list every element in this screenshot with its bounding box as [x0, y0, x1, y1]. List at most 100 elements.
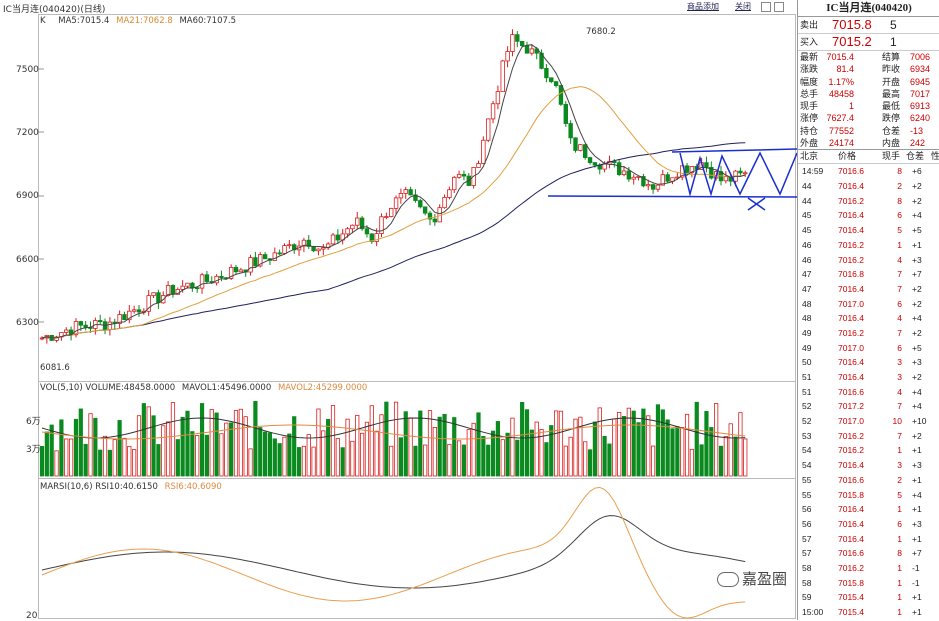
- checkbox-1[interactable]: [761, 2, 771, 12]
- volume-bar: [524, 409, 530, 477]
- tick-time: 47: [802, 283, 812, 294]
- volume-bar: [141, 403, 146, 477]
- tick-row[interactable]: 47 7016.4 7 +2: [798, 282, 939, 297]
- tick-row[interactable]: 51 7016.6 4 +4: [798, 385, 939, 400]
- stat-label: 现手: [800, 101, 819, 112]
- volume-bar: [587, 449, 593, 477]
- tick-volume: 2: [897, 181, 902, 192]
- rsi-axis-label: 20: [26, 611, 38, 621]
- stat-value: 6240: [910, 113, 931, 124]
- tick-row[interactable]: 44 7016.2 8 +2: [798, 194, 939, 209]
- tick-row[interactable]: 50 7016.4 3 +3: [798, 355, 939, 370]
- quote-panel: IC当月连(040420) 卖出 7015.8 5 买入 7015.2 1 最新…: [797, 0, 939, 620]
- ask-row[interactable]: 卖出 7015.8 5: [798, 17, 939, 34]
- ma21-line: [41, 86, 746, 339]
- candle: [185, 282, 190, 287]
- candle: [165, 285, 171, 296]
- stat-label: 最低: [882, 101, 901, 112]
- chart-area[interactable]: IC当月连(040420)(日线) 商品添加 关闭 K MA5:7015.4 M…: [0, 0, 797, 621]
- close-button[interactable]: 关闭: [735, 2, 751, 11]
- volume-bar: [384, 401, 389, 477]
- volume-bar: [175, 439, 180, 477]
- rsi10-line: [41, 515, 746, 589]
- candle: [704, 162, 709, 168]
- tick-row[interactable]: 15:00 7015.4 1 +1: [798, 605, 939, 620]
- watermark-text: 嘉盈圈: [741, 570, 787, 588]
- tick-row[interactable]: 47 7016.8 7 +7: [798, 267, 939, 282]
- candle: [272, 252, 277, 261]
- tick-volume: 4: [897, 386, 902, 397]
- tick-row[interactable]: 58 7016.2 1 -1: [798, 561, 939, 576]
- tick-time: 56: [802, 504, 812, 515]
- stat-value: 6945: [910, 76, 931, 87]
- tick-volume: 3: [897, 357, 902, 368]
- tick-oi: +4: [912, 210, 922, 221]
- candle: [136, 309, 142, 313]
- tick-oi: +1: [912, 533, 922, 544]
- tick-row[interactable]: 51 7016.4 3 +2: [798, 370, 939, 385]
- volume-bar: [423, 444, 428, 477]
- tick-row[interactable]: 14:59 7016.6 8 +6: [798, 164, 939, 179]
- tick-price: 7016.2: [838, 430, 864, 441]
- tick-volume: 1: [897, 504, 902, 515]
- volume-bar: [267, 432, 273, 477]
- tick-row[interactable]: 56 7016.4 6 +3: [798, 517, 939, 532]
- candle: [258, 254, 263, 267]
- tick-volume: 8: [897, 195, 902, 206]
- volume-bar: [54, 450, 59, 477]
- tick-oi: +3: [912, 357, 922, 368]
- kline-chart[interactable]: [0, 0, 797, 620]
- stat-label: 开盘: [882, 76, 901, 87]
- volume-bar: [617, 411, 622, 477]
- volume-bar: [660, 409, 665, 477]
- rsi-pane-frame: [38, 478, 796, 619]
- tick-row[interactable]: 57 7016.4 1 +1: [798, 532, 939, 547]
- tick-row[interactable]: 49 7016.2 7 +2: [798, 326, 939, 341]
- volume-bar: [651, 445, 656, 477]
- tick-row[interactable]: 45 7016.4 5 +5: [798, 223, 939, 238]
- stat-value: 7627.4: [826, 113, 854, 124]
- tick-row[interactable]: 53 7016.2 7 +2: [798, 429, 939, 444]
- tick-time: 52: [802, 401, 812, 412]
- candle: [345, 228, 350, 235]
- tick-price: 7016.4: [838, 460, 864, 471]
- tick-row[interactable]: 52 7017.2 7 +4: [798, 399, 939, 414]
- tick-volume: 1: [897, 577, 902, 588]
- stat-label: 涨停: [800, 113, 819, 124]
- stat-label: 内盘: [882, 138, 901, 149]
- tick-row[interactable]: 57 7016.6 8 +7: [798, 546, 939, 561]
- tick-row[interactable]: 48 7017.0 6 +2: [798, 297, 939, 312]
- tick-row[interactable]: 46 7016.2 4 +3: [798, 253, 939, 268]
- tick-row[interactable]: 58 7015.8 1 -1: [798, 576, 939, 591]
- volume-bar: [495, 421, 501, 477]
- tick-price: 7016.2: [838, 327, 864, 338]
- tick-row[interactable]: 44 7016.4 2 +2: [798, 179, 939, 194]
- tick-row[interactable]: 46 7016.2 1 +1: [798, 238, 939, 253]
- add-symbol-button[interactable]: 商品添加: [687, 2, 719, 11]
- tick-row[interactable]: 45 7016.4 6 +4: [798, 208, 939, 223]
- tick-row[interactable]: 54 7016.4 3 +3: [798, 458, 939, 473]
- tick-header-price: 价格: [838, 151, 857, 162]
- tick-volume: 1: [897, 533, 902, 544]
- stat-label: 仓差: [882, 125, 901, 136]
- rsi-legend: MARSI(10,6) RSI10:40.6150 RSI6:40.6090: [40, 482, 226, 492]
- tick-row[interactable]: 48 7016.4 4 +4: [798, 311, 939, 326]
- candle: [384, 216, 389, 218]
- volume-bar: [515, 439, 520, 477]
- tick-row[interactable]: 55 7015.8 5 +4: [798, 488, 939, 503]
- stat-value: 81.4: [836, 64, 854, 75]
- checkbox-2[interactable]: [774, 2, 784, 12]
- volume-bar: [151, 415, 156, 477]
- tick-header-extra: 性: [931, 150, 939, 163]
- tick-row[interactable]: 54 7016.2 1 +1: [798, 443, 939, 458]
- tick-list[interactable]: 14:59 7016.6 8 +6 44 7016.4 2 +2 44 7016.2 8 +2 45 70…: [798, 164, 939, 619]
- tick-row[interactable]: 59 7015.4 1 +1: [798, 590, 939, 605]
- tick-row[interactable]: 55 7016.6 2 +1: [798, 473, 939, 488]
- tick-row[interactable]: 52 7017.0 10 +10: [798, 414, 939, 429]
- tick-row[interactable]: 49 7017.0 6 +5: [798, 341, 939, 356]
- volume-bar: [330, 405, 336, 477]
- tick-oi: +1: [912, 445, 922, 456]
- tick-row[interactable]: 56 7016.4 1 +1: [798, 502, 939, 517]
- tick-oi: +1: [912, 239, 922, 250]
- bid-row[interactable]: 买入 7015.2 1: [798, 34, 939, 51]
